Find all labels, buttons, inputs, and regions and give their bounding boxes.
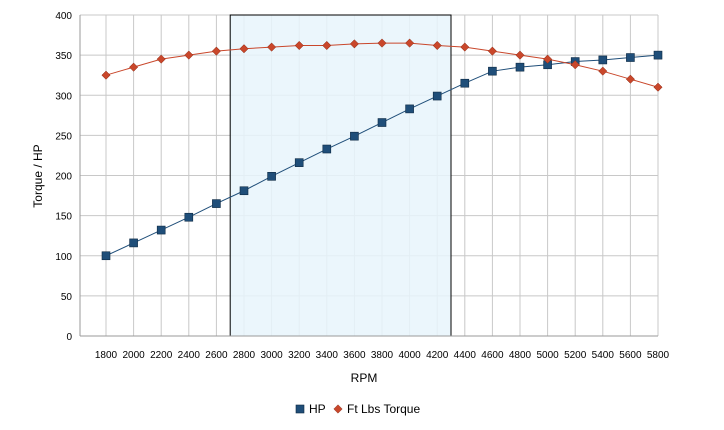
data-point [377,38,387,48]
data-point [294,158,304,167]
x-tick-label: 3800 [371,350,394,361]
data-point [239,186,249,196]
y-tick-label: 200 [55,172,72,183]
data-point [184,212,194,222]
x-tick-label: 5000 [536,350,559,361]
x-tick-label: 2400 [178,350,201,361]
data-point [322,144,332,154]
data-point [212,199,221,208]
series-torque [101,38,663,92]
data-point [598,55,608,65]
data-point [626,53,635,62]
x-axis-title: RPM [351,371,378,385]
x-tick-label: 4600 [481,350,504,361]
x-tick-label: 1800 [95,350,118,361]
data-point [432,40,442,51]
y-tick-label: 350 [55,51,72,62]
data-point [432,91,442,101]
x-tick-label: 2000 [122,350,145,361]
y-tick-label: 250 [55,131,72,142]
axes: 0 50 100 150 200 250 300 350 400 1800 2000 2200 2400… [55,11,669,361]
x-tick-label: 4800 [509,350,532,361]
data-point [543,54,553,64]
data-point [377,118,387,127]
legend-label: Ft Lbs Torque [347,402,420,416]
y-tick-label: 300 [55,91,72,102]
highlight-region [229,14,452,337]
data-point [460,78,470,88]
legend-item: HP [295,402,326,416]
x-tick-label: 4400 [454,350,477,361]
data-point [350,131,359,141]
x-tick-label: 5200 [564,350,587,361]
series-group [101,38,663,261]
y-axis-title: Torque / HP [31,144,45,207]
x-tick-label: 5800 [647,350,670,361]
y-tick-label: 100 [55,252,72,263]
data-point [129,62,139,72]
data-point [487,46,497,56]
y-tick-label: 0 [66,332,72,343]
data-point [211,46,221,56]
x-tick-label: 2800 [233,350,256,361]
legend-marker [295,404,305,414]
x-tick-label: 3200 [288,350,311,361]
highlight-band [229,14,452,337]
x-tick-label: 5600 [619,350,642,361]
x-tick-label: 4000 [398,350,421,361]
data-point [515,50,525,60]
data-point [184,50,194,60]
x-tick-label: 3000 [260,350,283,361]
x-tick-label: 5400 [592,350,615,361]
data-point [598,66,608,76]
data-point [488,66,497,76]
data-point [405,38,415,48]
data-point [653,50,663,60]
x-tick-label: 2200 [150,350,173,361]
data-point [267,42,277,52]
y-tick-label: 50 [61,292,73,303]
data-point [460,42,470,52]
x-tick-label: 2600 [205,350,228,361]
x-tick-label: 3400 [316,350,339,361]
data-point [405,104,414,114]
y-tick-label: 400 [55,11,72,22]
legend-marker [333,404,343,414]
legend-item: Ft Lbs Torque [333,402,420,416]
data-point [156,54,166,64]
data-point [156,225,166,235]
y-tick-label: 150 [55,212,72,223]
legend: HP Ft Lbs Torque [295,402,420,416]
data-point [515,62,525,72]
data-point [101,70,111,80]
data-point [349,39,359,49]
legend-label: HP [309,402,326,416]
data-point [101,251,111,261]
x-tick-label: 4200 [426,350,449,361]
data-point [322,40,332,51]
x-tick-label: 3600 [343,350,366,361]
data-point [625,74,635,84]
data-point [267,172,276,181]
data-point [570,60,580,70]
data-point [129,238,138,248]
data-point [239,44,249,54]
data-point [653,82,663,92]
data-point [294,40,304,51]
